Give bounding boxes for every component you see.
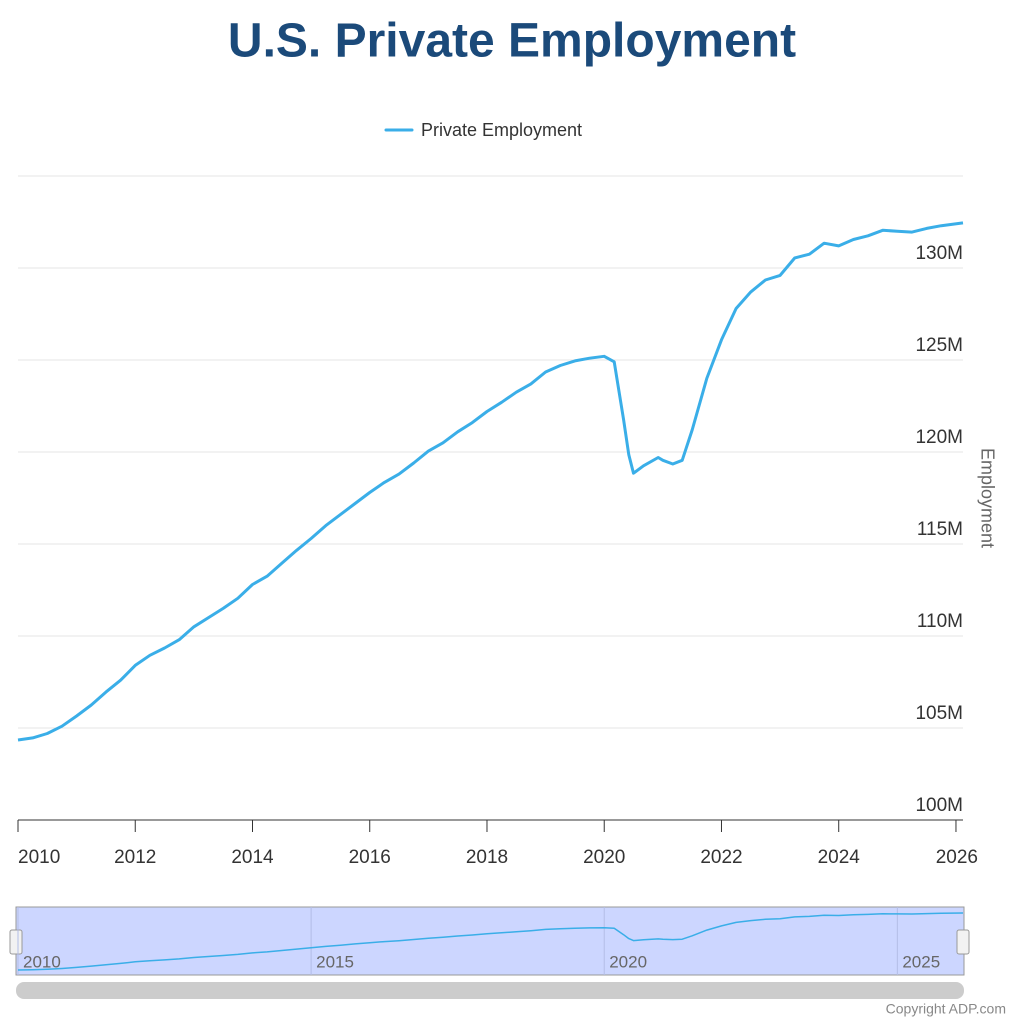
scrollbar[interactable] — [16, 982, 964, 999]
x-tick-label: 2018 — [466, 847, 508, 868]
series-line — [17, 221, 964, 742]
y-tick-label: 125M — [915, 335, 963, 356]
x-tick-label: 2022 — [700, 847, 742, 868]
navigator-tick-label: 2015 — [316, 952, 354, 971]
navigator-handle[interactable] — [956, 929, 970, 955]
x-tick-label: 2010 — [18, 847, 60, 868]
navigator-tick-label: 2025 — [902, 952, 940, 971]
y-tick-label: 130M — [915, 243, 963, 264]
navigator-handle[interactable] — [9, 929, 23, 955]
navigator-line — [17, 912, 964, 971]
x-tick-label: 2012 — [114, 847, 156, 868]
y-tick-label: 115M — [917, 519, 963, 540]
copyright: Copyright ADP.com — [886, 1001, 1006, 1017]
y-tick-label: 105M — [915, 703, 963, 724]
navigator-tick-label: 2010 — [23, 952, 61, 971]
navigator-window[interactable] — [15, 906, 965, 976]
x-tick-label: 2024 — [818, 847, 861, 868]
x-tick-label: 2020 — [583, 847, 625, 868]
x-tick-label: 2016 — [349, 847, 391, 868]
navigator-tick-label: 2020 — [609, 952, 647, 971]
x-tick-label: 2014 — [231, 847, 274, 868]
y-tick-label: 120M — [915, 427, 963, 448]
y-tick-label: 110M — [917, 611, 963, 632]
y-tick-label: 100M — [915, 795, 963, 816]
x-tick-label: 2026 — [936, 847, 978, 868]
y-axis-title: Employment — [977, 448, 997, 548]
chart-title: U.S. Private Employment — [228, 15, 796, 68]
legend-label: Private Employment — [421, 120, 582, 140]
